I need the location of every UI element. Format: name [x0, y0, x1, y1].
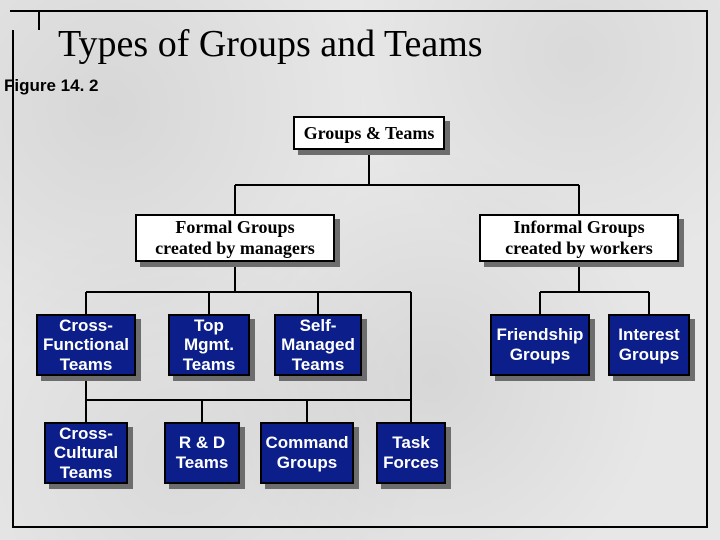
node-task: TaskForces: [376, 422, 446, 484]
node-box: InterestGroups: [608, 314, 690, 376]
node-root: Groups & Teams: [293, 116, 445, 150]
frame-notch: [10, 10, 40, 30]
node-label: Formal Groupscreated by managers: [155, 217, 315, 258]
node-label: CommandGroups: [265, 433, 348, 472]
node-top-mgmt: TopMgmt.Teams: [168, 314, 250, 376]
node-label: Self-ManagedTeams: [281, 316, 355, 375]
node-label: Groups & Teams: [304, 123, 435, 144]
node-box: TaskForces: [376, 422, 446, 484]
node-cross-func: Cross-FunctionalTeams: [36, 314, 136, 376]
node-box: Formal Groupscreated by managers: [135, 214, 335, 262]
node-interest: InterestGroups: [608, 314, 690, 376]
node-box: Self-ManagedTeams: [274, 314, 362, 376]
node-box: CommandGroups: [260, 422, 354, 484]
node-friendship: FriendshipGroups: [490, 314, 590, 376]
figure-label: Figure 14. 2: [4, 76, 98, 96]
node-self-mgd: Self-ManagedTeams: [274, 314, 362, 376]
node-rnd: R & DTeams: [164, 422, 240, 484]
node-label: Cross-FunctionalTeams: [43, 316, 129, 375]
node-informal: Informal Groupscreated by workers: [479, 214, 679, 262]
node-label: TopMgmt.Teams: [183, 316, 236, 375]
node-box: Cross-FunctionalTeams: [36, 314, 136, 376]
node-cross-cult: Cross-CulturalTeams: [44, 422, 128, 484]
node-label: Informal Groupscreated by workers: [505, 217, 653, 258]
node-box: FriendshipGroups: [490, 314, 590, 376]
node-label: TaskForces: [383, 433, 439, 472]
node-label: Cross-CulturalTeams: [54, 424, 118, 483]
node-box: TopMgmt.Teams: [168, 314, 250, 376]
node-label: R & DTeams: [176, 433, 229, 472]
node-label: InterestGroups: [618, 325, 679, 364]
node-box: Groups & Teams: [293, 116, 445, 150]
node-box: R & DTeams: [164, 422, 240, 484]
node-box: Informal Groupscreated by workers: [479, 214, 679, 262]
page-title: Types of Groups and Teams: [58, 22, 483, 66]
node-formal: Formal Groupscreated by managers: [135, 214, 335, 262]
node-command: CommandGroups: [260, 422, 354, 484]
node-label: FriendshipGroups: [497, 325, 584, 364]
node-box: Cross-CulturalTeams: [44, 422, 128, 484]
